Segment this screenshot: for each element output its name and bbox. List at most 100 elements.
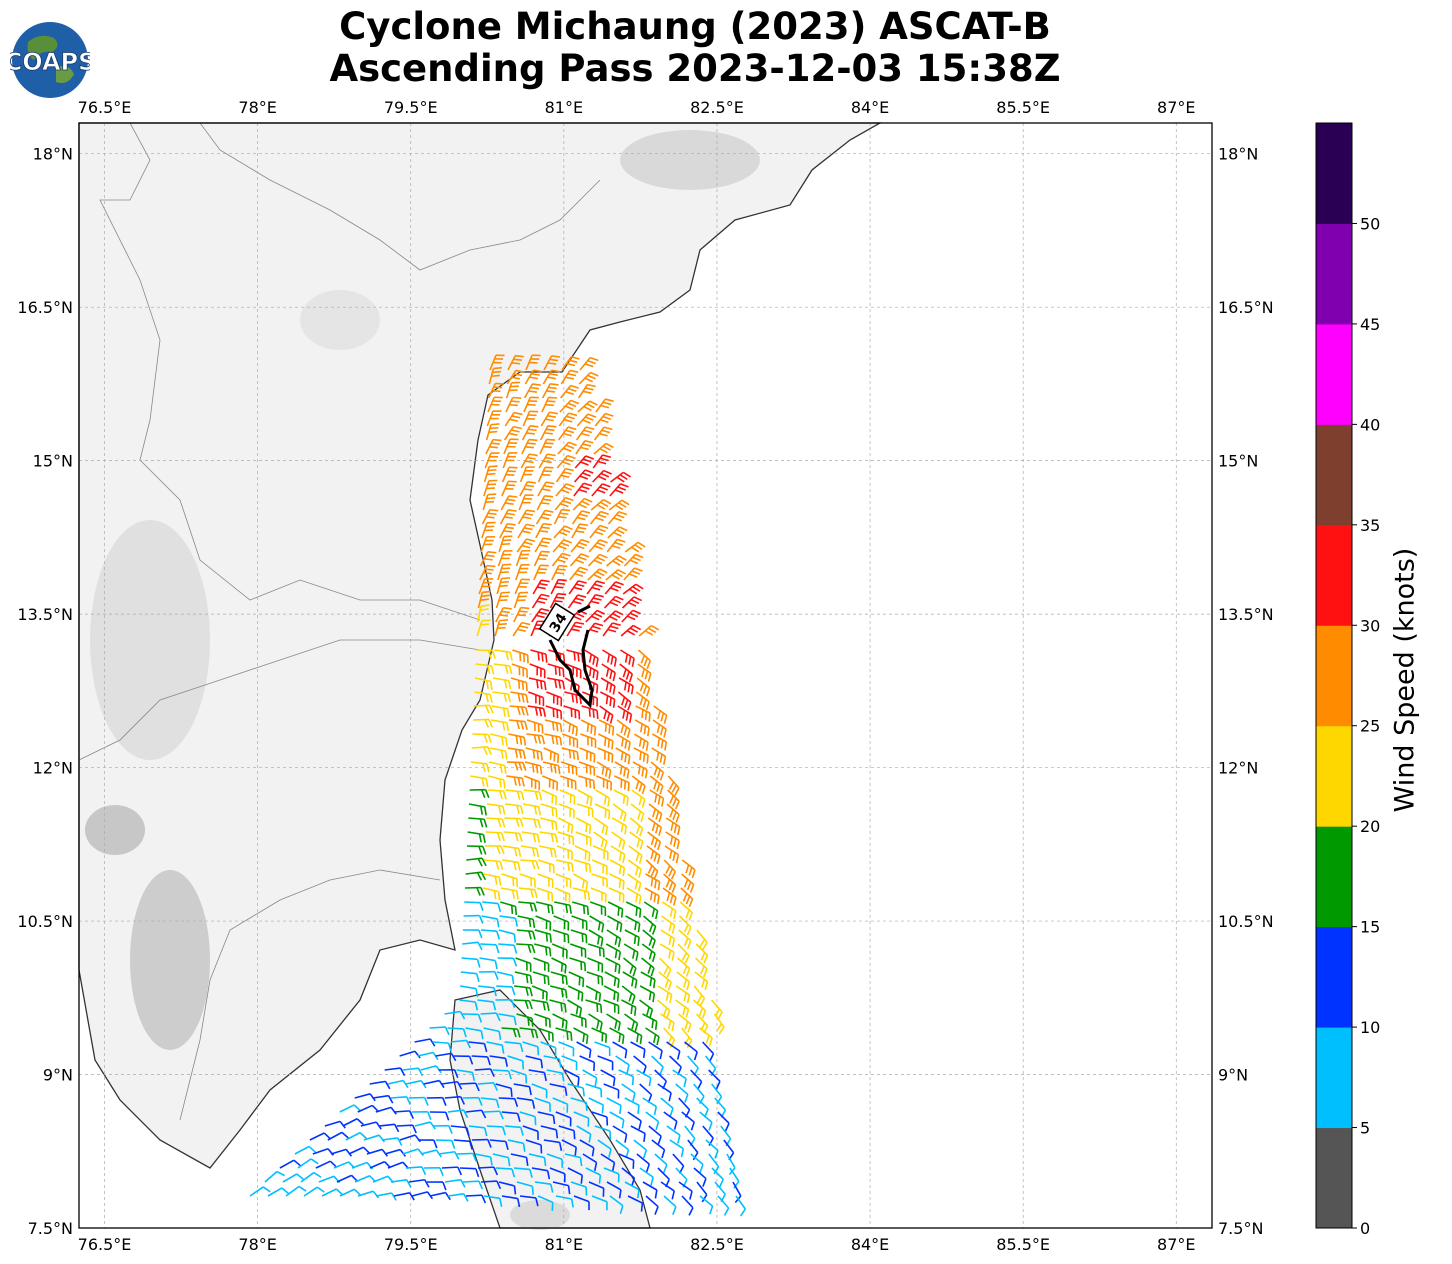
wind-barb [593,442,614,455]
wind-barb [534,1181,554,1193]
wind-barb [552,1097,569,1113]
wind-barb [608,499,630,511]
wind-barb [496,971,515,985]
wind-barb [554,496,574,511]
wind-barb [651,1139,666,1159]
wind-barb [378,1123,400,1133]
colorbar-tick-label: 35 [1360,516,1380,535]
wind-barb [294,1145,316,1155]
wind-barb [699,1027,713,1047]
wind-barb [525,354,541,371]
wind-barb [582,1069,598,1087]
wind-barb [606,555,627,567]
wind-barb [633,1139,648,1159]
wind-barb [551,943,568,959]
wind-barb [489,1055,509,1067]
wind-barb [594,1125,612,1140]
wind-barb [450,1039,472,1049]
wind-barb [417,1139,438,1149]
wind-barb [498,535,513,553]
wind-barb [516,1097,536,1109]
wind-barb [556,859,574,873]
wind-barb [549,999,567,1013]
wind-radius-34kt: 34 [538,602,594,709]
colorbar-tick-label: 40 [1360,415,1380,434]
wind-barb [480,1180,502,1190]
wind-barb [579,356,599,371]
wind-barb [484,845,505,855]
wind-barb [570,1097,588,1111]
wind-barb [484,859,504,870]
wind-barb [405,1079,427,1089]
wind-barb [569,566,589,581]
wind-barb [694,957,708,978]
wind-barb [552,929,570,944]
wind-barb [502,452,518,469]
wind-barb [705,1055,717,1077]
wind-barb [387,1079,409,1089]
wind-barb [540,803,558,818]
wind-barb [587,943,605,958]
wind-barb [552,1013,568,1030]
wind-barb [487,382,504,399]
lat-tick-label-right: 18°N [1218,145,1258,164]
wind-barb [606,1013,621,1031]
lat-tick-label-right: 15°N [1218,452,1258,471]
wind-barb [516,943,536,954]
wind-barb [665,831,680,850]
wind-barb [591,483,611,497]
wind-barb [490,733,508,747]
wind-barb [646,845,661,864]
wind-barb [690,1153,704,1173]
lon-tick-label-bottom: 76.5°E [78,1235,132,1254]
wind-barb [435,1052,457,1062]
state-boundary [78,639,481,761]
wind-barb [663,873,677,893]
chart-title-line-2: Ascending Pass 2023-12-03 15:38Z [329,47,1061,90]
wind-barb [699,1195,714,1215]
wind-barb [623,567,643,581]
wind-barb [591,859,608,875]
wind-barb [603,1167,620,1183]
wind-barb [690,1069,703,1090]
wind-barb [303,1186,325,1197]
wind-barb [643,901,659,920]
wind-barb [531,1083,548,1099]
lon-tick-label-bottom: 82.5°E [690,1235,744,1254]
wind-barb [592,454,612,469]
wind-barb [516,538,536,553]
lon-tick-label-bottom: 87°E [1157,1235,1195,1254]
colorbar: 0 5 10 15 20 25 30 35 40 45 50 [1315,122,1380,1238]
wind-barb [571,510,591,525]
wind-barb [558,412,578,427]
wind-barb [523,383,541,399]
terrain-shade [85,805,145,855]
wind-barb [461,957,481,968]
wind-barb [586,971,604,986]
wind-barb [636,677,651,697]
india-landmass [78,122,883,1169]
wind-barb [402,1067,424,1077]
wind-barb [593,831,608,850]
wind-barb [498,929,517,943]
wind-barb [476,619,491,637]
wind-barb [489,1139,509,1150]
wind-barb [348,1146,371,1155]
wind-barb [676,971,691,991]
wind-barb [571,915,588,930]
wind-barb [537,1111,556,1125]
wind-barb [639,999,654,1018]
wind-radius-label-box [538,602,576,642]
wind-barb [559,399,580,413]
wind-barb [495,1083,513,1097]
wind-barb [633,733,649,751]
colorbar-tick-label: 10 [1360,1018,1380,1037]
wind-barb [599,705,614,724]
colorbar-segment [1316,123,1352,224]
colorbar-tick-label: 20 [1360,817,1380,836]
wind-barb [498,1097,519,1108]
wind-barb [575,817,592,834]
wind-barb [560,369,579,385]
wind-barb [663,859,677,880]
wind-barb [713,1013,725,1035]
